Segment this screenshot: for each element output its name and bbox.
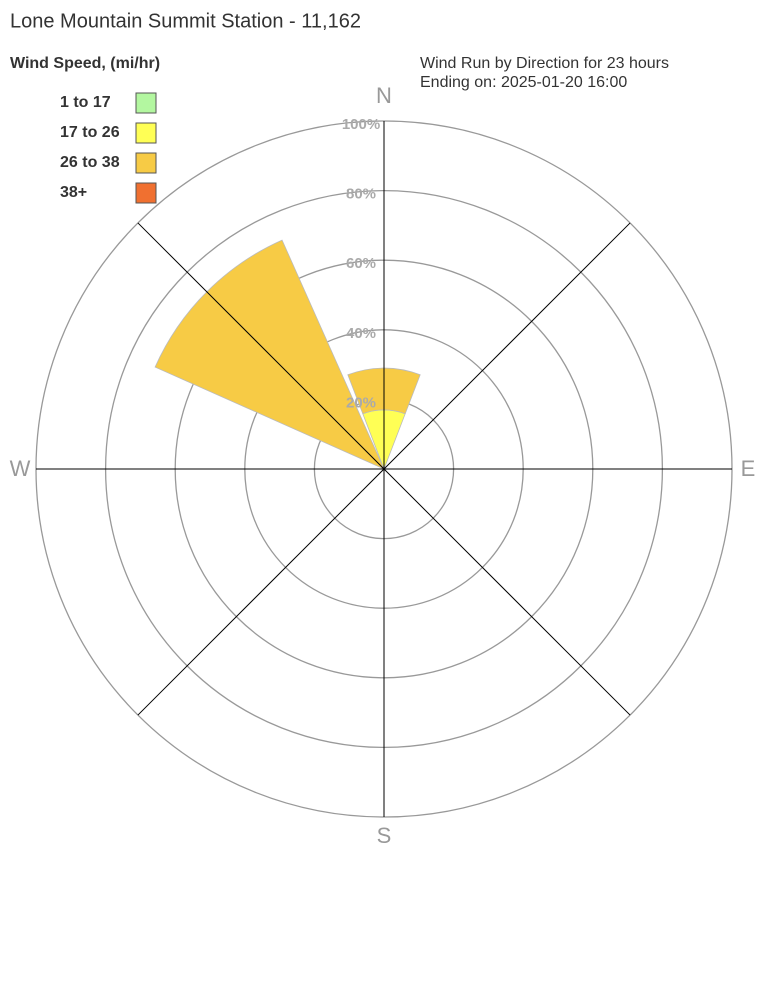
legend-swatch	[135, 182, 157, 204]
r-tick-label: 20%	[346, 394, 376, 411]
legend-swatch	[135, 92, 157, 114]
compass-label: E	[741, 456, 756, 481]
radial-line	[137, 222, 385, 470]
compass-label: N	[376, 83, 392, 108]
subtitle: Wind Run by Direction for 23 hours	[420, 55, 669, 72]
legend-label: 1 to 17	[60, 94, 111, 111]
subtitle: Ending on: 2025-01-20 16:00	[420, 74, 627, 91]
r-tick-label: 60%	[346, 255, 376, 272]
compass-label: W	[10, 456, 31, 481]
r-tick-label: 100%	[342, 116, 380, 133]
legend-label: 38+	[60, 184, 87, 201]
compass-label: S	[377, 823, 392, 848]
radial-line	[137, 468, 385, 716]
radial-line	[383, 222, 631, 470]
legend-label: 17 to 26	[60, 124, 120, 141]
legend-swatch	[135, 122, 157, 144]
legend-label: 26 to 38	[60, 154, 120, 171]
legend-title: Wind Speed, (mi/hr)	[10, 55, 160, 72]
r-tick-label: 80%	[346, 186, 376, 203]
radial-line	[383, 468, 631, 716]
r-tick-label: 40%	[346, 325, 376, 342]
legend-swatch	[135, 152, 157, 174]
chart-title: Lone Mountain Summit Station - 11,162	[10, 10, 361, 32]
